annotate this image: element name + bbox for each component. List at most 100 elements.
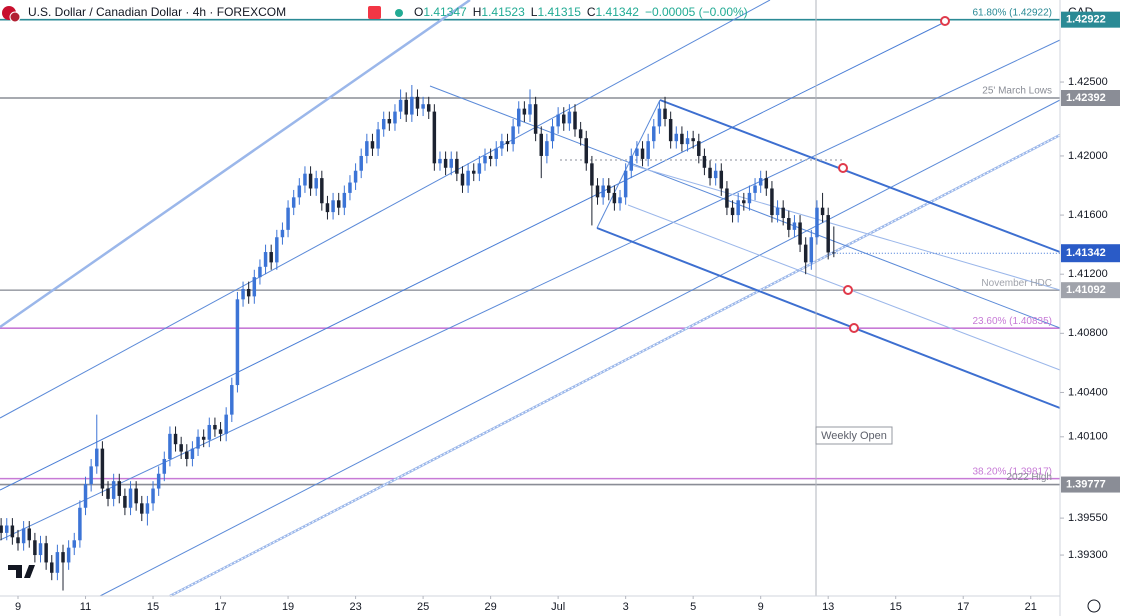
annotation-box xyxy=(815,426,893,445)
candle-body xyxy=(719,170,724,189)
candle-body xyxy=(680,133,684,145)
candle-body xyxy=(483,155,487,164)
candle-body xyxy=(134,488,138,504)
candle-body xyxy=(646,141,650,159)
settings-icon[interactable] xyxy=(1087,599,1101,613)
candle-body xyxy=(528,104,532,115)
candle-body xyxy=(578,129,583,139)
x-tick-label: 23 xyxy=(349,601,361,613)
candle-body xyxy=(562,114,566,124)
candle-body xyxy=(44,543,48,563)
markers xyxy=(838,16,950,333)
candle-body xyxy=(781,207,785,219)
price-badge-label: 1.42392 xyxy=(1066,92,1106,104)
candle-body xyxy=(123,495,127,508)
candle-body xyxy=(573,111,577,130)
candle-body xyxy=(336,200,341,208)
candle-body xyxy=(713,170,718,179)
candle-body xyxy=(725,188,729,208)
candle-body xyxy=(505,141,510,145)
candle-body xyxy=(584,138,589,164)
candle-body xyxy=(404,99,408,115)
candle-body xyxy=(190,448,195,459)
y-tick-label: 1.40800 xyxy=(1068,327,1108,339)
ohlc-key: H xyxy=(473,5,482,19)
candle-body xyxy=(128,488,133,508)
candle-body xyxy=(297,185,302,198)
candle-body xyxy=(601,185,605,198)
candle-body xyxy=(5,525,9,533)
candle-body xyxy=(550,126,555,142)
candle-body xyxy=(151,488,155,504)
ohlc-legend: O 1.41347 H 1.41523 L 1.41315 C 1.41342 −0.00005… xyxy=(414,5,748,19)
level-label: 2022 High xyxy=(1006,472,1052,483)
x-tick-label: 9 xyxy=(15,601,21,613)
candle-body xyxy=(635,148,639,156)
x-tick-label: 15 xyxy=(890,601,902,613)
candle-body xyxy=(398,99,403,112)
candle-body xyxy=(235,299,240,386)
x-tick-label: 19 xyxy=(282,601,294,613)
candle-body xyxy=(702,155,707,168)
trend-line-dots xyxy=(169,134,1061,597)
candle-body xyxy=(674,133,679,142)
price-badge xyxy=(1061,11,1120,28)
candle-body xyxy=(730,207,735,216)
ohlc-value: 1.41347 xyxy=(423,5,467,19)
candle-body xyxy=(325,203,330,213)
candle-body xyxy=(545,141,549,156)
candle-body xyxy=(348,182,352,193)
x-tick-label: 13 xyxy=(822,601,834,613)
price-badge xyxy=(1061,90,1120,107)
ohlc-value: 1.41315 xyxy=(537,5,581,19)
candle-body xyxy=(533,104,538,134)
candle-body xyxy=(145,503,150,514)
candle-body xyxy=(607,185,611,193)
level-label: 38.20% (1.39817) xyxy=(972,466,1052,477)
price-badge xyxy=(1061,282,1120,299)
x-tick-label: 3 xyxy=(623,601,629,613)
candle-body xyxy=(95,448,99,467)
alert-icon[interactable] xyxy=(368,6,381,19)
candle-body xyxy=(179,444,183,452)
candle-body xyxy=(224,414,228,434)
marker xyxy=(940,16,950,26)
y-tick-label: 1.40400 xyxy=(1068,386,1108,398)
candle-body xyxy=(16,537,20,544)
candle-body xyxy=(275,237,279,263)
candle-body xyxy=(697,141,701,156)
candle-body xyxy=(196,436,200,449)
candle-body xyxy=(567,111,572,124)
candle-body xyxy=(207,424,212,440)
candle-body xyxy=(477,163,482,174)
marker xyxy=(843,285,853,295)
candle-body xyxy=(539,133,543,156)
channel-line xyxy=(596,227,1061,409)
candle-body xyxy=(286,207,290,230)
candle-body xyxy=(0,525,3,533)
y-tick-label: 1.42500 xyxy=(1068,76,1108,88)
candle-body xyxy=(89,466,93,485)
x-tick-label: 5 xyxy=(690,601,696,613)
candle-body xyxy=(376,129,380,149)
candle-body xyxy=(443,158,448,168)
price-badge-label: 1.41092 xyxy=(1066,284,1106,296)
candle-body xyxy=(415,96,420,109)
candle-body xyxy=(466,170,470,186)
channel-line xyxy=(659,99,1061,253)
candle-body xyxy=(815,207,819,238)
x-tick-label: 25 xyxy=(417,601,429,613)
candle-body xyxy=(353,170,358,183)
candle-body xyxy=(511,126,515,145)
candle-body xyxy=(758,178,763,186)
candle-body xyxy=(798,222,802,245)
price-badge xyxy=(1061,476,1120,493)
candle-body xyxy=(21,528,26,544)
candle-body xyxy=(826,215,830,253)
y-tick-label: 1.41200 xyxy=(1068,268,1108,280)
candle-body xyxy=(753,185,757,193)
candle-body xyxy=(72,540,77,548)
candle-body xyxy=(792,222,797,230)
candle-body xyxy=(55,552,60,573)
